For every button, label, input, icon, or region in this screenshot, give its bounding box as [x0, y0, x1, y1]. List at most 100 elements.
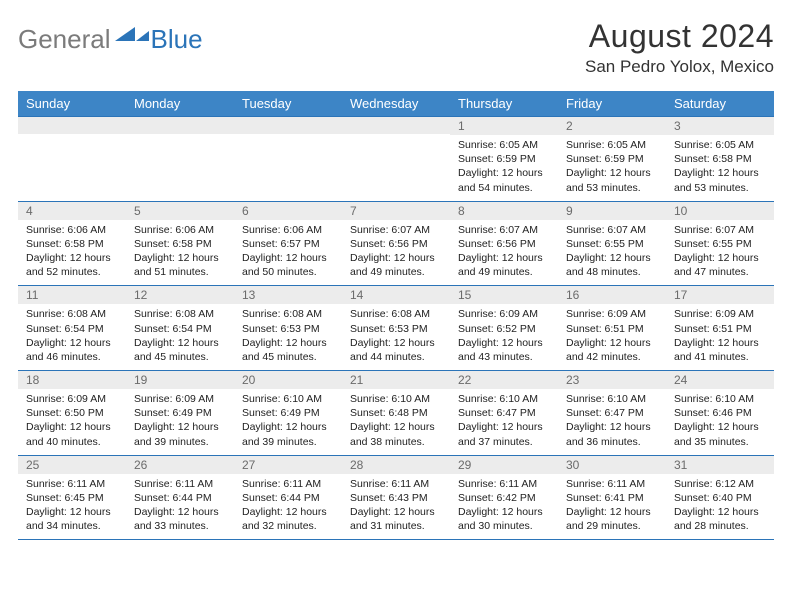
- day-cell: 14Sunrise: 6:08 AMSunset: 6:53 PMDayligh…: [342, 286, 450, 371]
- day-detail-line: Sunrise: 6:12 AM: [674, 477, 768, 491]
- day-detail-line: Sunrise: 6:09 AM: [566, 307, 660, 321]
- day-detail: Sunrise: 6:10 AMSunset: 6:48 PMDaylight:…: [342, 389, 450, 455]
- day-detail: [126, 134, 234, 196]
- day-cell: 2Sunrise: 6:05 AMSunset: 6:59 PMDaylight…: [558, 117, 666, 202]
- day-detail: Sunrise: 6:11 AMSunset: 6:44 PMDaylight:…: [234, 474, 342, 540]
- day-detail-line: and 43 minutes.: [458, 350, 552, 364]
- day-cell: 5Sunrise: 6:06 AMSunset: 6:58 PMDaylight…: [126, 201, 234, 286]
- day-cell: 13Sunrise: 6:08 AMSunset: 6:53 PMDayligh…: [234, 286, 342, 371]
- day-detail-line: Sunrise: 6:10 AM: [242, 392, 336, 406]
- day-cell: 27Sunrise: 6:11 AMSunset: 6:44 PMDayligh…: [234, 455, 342, 540]
- day-number: 5: [126, 202, 234, 220]
- day-detail: Sunrise: 6:06 AMSunset: 6:57 PMDaylight:…: [234, 220, 342, 286]
- weekday-header: Friday: [558, 91, 666, 117]
- day-detail-line: Sunset: 6:47 PM: [566, 406, 660, 420]
- day-number: 25: [18, 456, 126, 474]
- day-detail-line: and 53 minutes.: [674, 181, 768, 195]
- day-detail-line: Sunrise: 6:06 AM: [242, 223, 336, 237]
- day-number: 28: [342, 456, 450, 474]
- day-detail-line: and 42 minutes.: [566, 350, 660, 364]
- day-number: 4: [18, 202, 126, 220]
- day-detail-line: Daylight: 12 hours: [566, 336, 660, 350]
- day-cell: 24Sunrise: 6:10 AMSunset: 6:46 PMDayligh…: [666, 371, 774, 456]
- day-number: [18, 117, 126, 134]
- day-detail-line: Sunrise: 6:06 AM: [134, 223, 228, 237]
- day-detail: Sunrise: 6:07 AMSunset: 6:55 PMDaylight:…: [558, 220, 666, 286]
- day-detail: Sunrise: 6:11 AMSunset: 6:42 PMDaylight:…: [450, 474, 558, 540]
- day-detail: Sunrise: 6:10 AMSunset: 6:47 PMDaylight:…: [450, 389, 558, 455]
- weekday-header: Wednesday: [342, 91, 450, 117]
- day-detail-line: Daylight: 12 hours: [350, 251, 444, 265]
- day-number: 8: [450, 202, 558, 220]
- weekday-header: Sunday: [18, 91, 126, 117]
- day-detail-line: and 44 minutes.: [350, 350, 444, 364]
- day-number: 12: [126, 286, 234, 304]
- day-detail: [18, 134, 126, 196]
- day-detail-line: Sunset: 6:55 PM: [674, 237, 768, 251]
- day-number: 17: [666, 286, 774, 304]
- day-detail-line: Sunrise: 6:05 AM: [674, 138, 768, 152]
- day-detail-line: Sunrise: 6:11 AM: [26, 477, 120, 491]
- day-number: 7: [342, 202, 450, 220]
- day-detail: [342, 134, 450, 196]
- day-detail-line: Daylight: 12 hours: [242, 251, 336, 265]
- day-detail-line: and 36 minutes.: [566, 435, 660, 449]
- day-detail-line: Sunset: 6:56 PM: [350, 237, 444, 251]
- day-number: 27: [234, 456, 342, 474]
- day-detail-line: Sunset: 6:43 PM: [350, 491, 444, 505]
- day-detail-line: Sunrise: 6:09 AM: [458, 307, 552, 321]
- day-cell: 3Sunrise: 6:05 AMSunset: 6:58 PMDaylight…: [666, 117, 774, 202]
- day-number: [126, 117, 234, 134]
- day-detail-line: and 54 minutes.: [458, 181, 552, 195]
- day-number: 10: [666, 202, 774, 220]
- logo-word-1: General: [18, 24, 111, 55]
- day-detail-line: Daylight: 12 hours: [134, 336, 228, 350]
- day-detail-line: and 34 minutes.: [26, 519, 120, 533]
- day-detail-line: and 33 minutes.: [134, 519, 228, 533]
- day-detail: Sunrise: 6:11 AMSunset: 6:43 PMDaylight:…: [342, 474, 450, 540]
- day-detail: Sunrise: 6:05 AMSunset: 6:59 PMDaylight:…: [558, 135, 666, 201]
- week-row: 11Sunrise: 6:08 AMSunset: 6:54 PMDayligh…: [18, 286, 774, 371]
- day-detail-line: Sunset: 6:49 PM: [242, 406, 336, 420]
- day-cell: 20Sunrise: 6:10 AMSunset: 6:49 PMDayligh…: [234, 371, 342, 456]
- day-detail-line: Daylight: 12 hours: [458, 420, 552, 434]
- week-row: 4Sunrise: 6:06 AMSunset: 6:58 PMDaylight…: [18, 201, 774, 286]
- day-detail-line: Sunrise: 6:09 AM: [674, 307, 768, 321]
- day-detail-line: and 31 minutes.: [350, 519, 444, 533]
- weekday-header: Saturday: [666, 91, 774, 117]
- day-number: 16: [558, 286, 666, 304]
- day-cell: 6Sunrise: 6:06 AMSunset: 6:57 PMDaylight…: [234, 201, 342, 286]
- day-detail-line: Daylight: 12 hours: [458, 166, 552, 180]
- day-detail: Sunrise: 6:08 AMSunset: 6:53 PMDaylight:…: [234, 304, 342, 370]
- day-cell: 30Sunrise: 6:11 AMSunset: 6:41 PMDayligh…: [558, 455, 666, 540]
- day-detail-line: Daylight: 12 hours: [674, 420, 768, 434]
- day-cell: 31Sunrise: 6:12 AMSunset: 6:40 PMDayligh…: [666, 455, 774, 540]
- day-number: 30: [558, 456, 666, 474]
- day-detail-line: Sunrise: 6:11 AM: [134, 477, 228, 491]
- day-cell: 9Sunrise: 6:07 AMSunset: 6:55 PMDaylight…: [558, 201, 666, 286]
- day-detail-line: and 48 minutes.: [566, 265, 660, 279]
- day-detail-line: Sunrise: 6:09 AM: [134, 392, 228, 406]
- day-detail-line: Sunset: 6:55 PM: [566, 237, 660, 251]
- day-detail: Sunrise: 6:07 AMSunset: 6:55 PMDaylight:…: [666, 220, 774, 286]
- day-detail-line: and 52 minutes.: [26, 265, 120, 279]
- day-number: 19: [126, 371, 234, 389]
- day-detail-line: Daylight: 12 hours: [566, 505, 660, 519]
- weekday-header: Tuesday: [234, 91, 342, 117]
- day-cell: 4Sunrise: 6:06 AMSunset: 6:58 PMDaylight…: [18, 201, 126, 286]
- day-detail-line: Daylight: 12 hours: [134, 420, 228, 434]
- day-detail: Sunrise: 6:11 AMSunset: 6:41 PMDaylight:…: [558, 474, 666, 540]
- day-detail: Sunrise: 6:07 AMSunset: 6:56 PMDaylight:…: [342, 220, 450, 286]
- day-cell: 19Sunrise: 6:09 AMSunset: 6:49 PMDayligh…: [126, 371, 234, 456]
- day-cell: 12Sunrise: 6:08 AMSunset: 6:54 PMDayligh…: [126, 286, 234, 371]
- day-cell: [18, 117, 126, 202]
- week-row: 25Sunrise: 6:11 AMSunset: 6:45 PMDayligh…: [18, 455, 774, 540]
- day-detail-line: Daylight: 12 hours: [26, 505, 120, 519]
- day-detail-line: Sunrise: 6:05 AM: [458, 138, 552, 152]
- day-number: 9: [558, 202, 666, 220]
- day-detail: Sunrise: 6:05 AMSunset: 6:59 PMDaylight:…: [450, 135, 558, 201]
- day-number: 26: [126, 456, 234, 474]
- day-detail-line: Sunset: 6:42 PM: [458, 491, 552, 505]
- day-cell: 25Sunrise: 6:11 AMSunset: 6:45 PMDayligh…: [18, 455, 126, 540]
- day-number: 14: [342, 286, 450, 304]
